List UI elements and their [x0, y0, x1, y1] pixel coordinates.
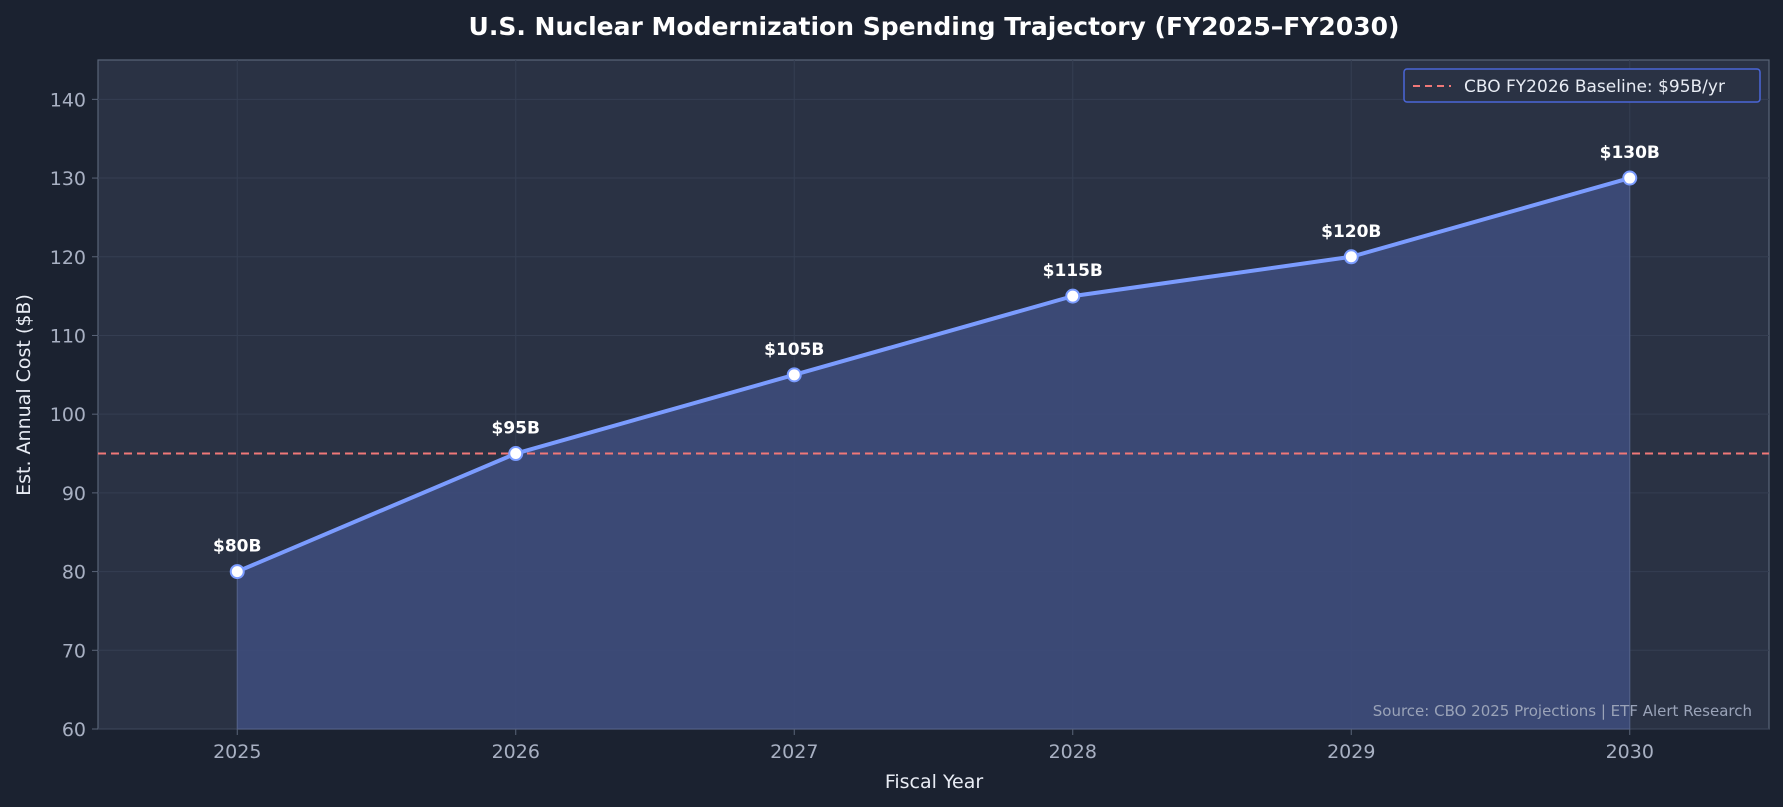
- data-point: [1343, 249, 1359, 265]
- legend: CBO FY2026 Baseline: $95B/yr: [1403, 68, 1761, 103]
- data-point: [786, 367, 802, 383]
- y-tick-label: 100: [50, 404, 86, 426]
- series-line: [235, 176, 1632, 574]
- y-tick-label: 60: [62, 719, 86, 741]
- legend-box: [1403, 68, 1761, 103]
- x-axis-label: Fiscal Year: [885, 771, 984, 793]
- data-points-layer: [229, 170, 1638, 580]
- y-axis-label: Est. Annual Cost ($B): [13, 294, 35, 496]
- data-label: $105B: [764, 340, 824, 360]
- chart-title: U.S. Nuclear Modernization Spending Traj…: [469, 12, 1400, 41]
- data-label: $120B: [1321, 222, 1381, 242]
- data-label: $130B: [1600, 143, 1660, 163]
- legend-entry-baseline: CBO FY2026 Baseline: $95B/yr: [1464, 77, 1725, 97]
- data-labels-layer: $80B $95B $105B $115B $120B $130B: [213, 143, 1660, 557]
- y-tick-label: 130: [50, 168, 86, 190]
- x-tick-label: 2026: [492, 741, 540, 763]
- data-point: [229, 564, 245, 580]
- y-tick-label: 90: [62, 483, 86, 505]
- y-tick-label: 110: [50, 325, 86, 347]
- data-label: $80B: [213, 537, 261, 557]
- tick-labels-layer: 60 70 80 90 100 110 120 130 140 2025 2026 2027 2028 2…: [50, 89, 1654, 763]
- data-point: [1622, 170, 1638, 186]
- data-label: $95B: [492, 419, 540, 439]
- x-tick-label: 2029: [1327, 741, 1375, 763]
- x-tick-label: 2027: [770, 741, 818, 763]
- x-tick-label: 2028: [1049, 741, 1097, 763]
- source-annotation: Source: CBO 2025 Projections | ETF Alert…: [1373, 702, 1752, 720]
- x-tick-label: 2030: [1606, 741, 1654, 763]
- data-label: $115B: [1043, 261, 1103, 281]
- y-tick-label: 140: [50, 89, 86, 111]
- y-tick-label: 120: [50, 247, 86, 269]
- data-point: [508, 446, 524, 462]
- x-tick-label: 2025: [213, 741, 261, 763]
- series-line-layer: [235, 176, 1632, 574]
- y-tick-label: 80: [62, 562, 86, 584]
- data-point: [1065, 288, 1081, 304]
- y-tick-label: 70: [62, 640, 86, 662]
